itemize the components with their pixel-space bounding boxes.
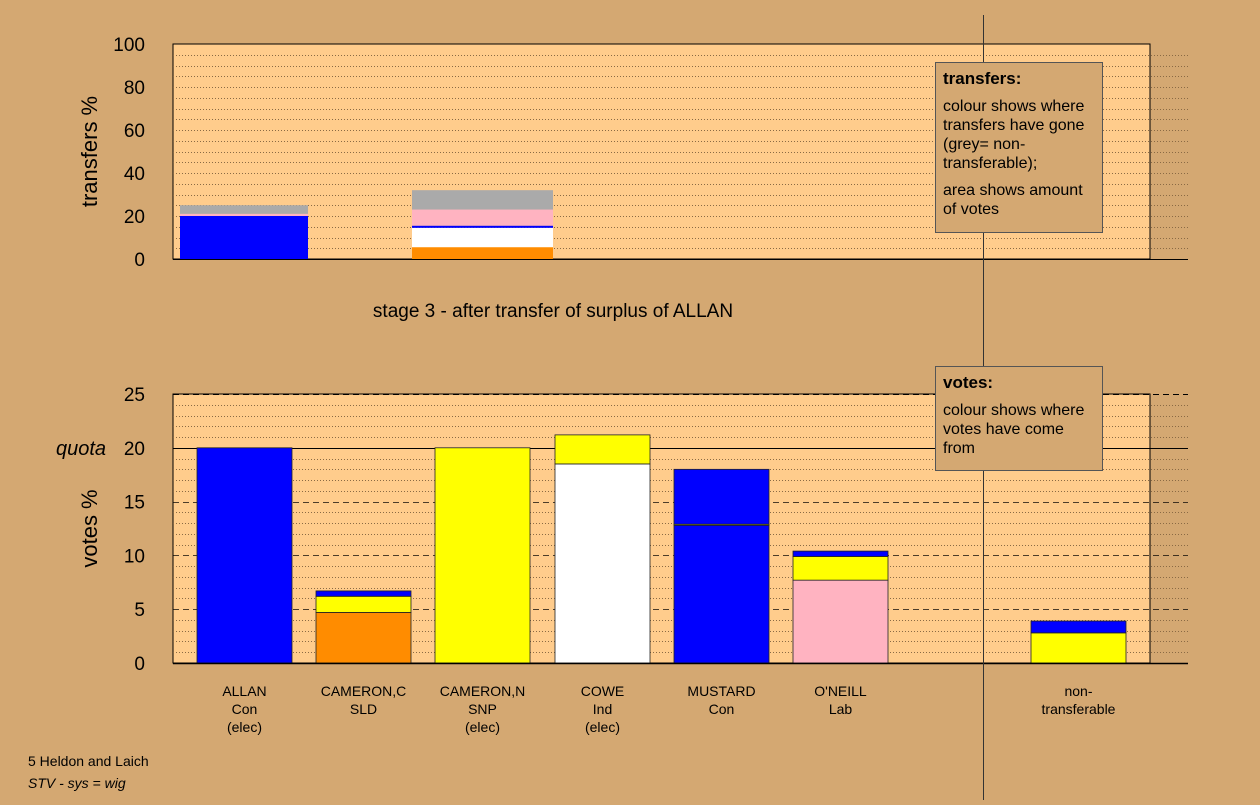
votes-bar-segment — [673, 468, 770, 525]
votes-y-tick-label: 5 — [134, 600, 145, 621]
votes-axis-label: votes % — [77, 489, 102, 567]
votes-bar-segment — [196, 447, 293, 664]
transfers-legend-colour-note: colour shows where transfers have gone (… — [943, 98, 1085, 172]
transfers-bar-segment — [412, 209, 553, 226]
candidate-label: (elec) — [585, 719, 620, 735]
candidate-label: CAMERON,C — [321, 683, 407, 699]
transfers-y-tick-label: 80 — [124, 78, 145, 99]
candidate-label: Lab — [829, 701, 853, 717]
votes-y-tick-label: 0 — [134, 654, 145, 675]
candidate-label: Con — [232, 701, 258, 717]
candidate-label: COWE — [581, 683, 625, 699]
transfers-legend-title: transfers: — [943, 69, 1022, 88]
quota-label: quota — [56, 438, 106, 460]
footer-place: 5 Heldon and Laich — [28, 753, 149, 769]
votes-y-tick-label: 25 — [124, 385, 145, 406]
votes-bar-segment — [1030, 632, 1127, 664]
transfers-y-tick-label: 40 — [124, 164, 145, 185]
votes-bar-segment — [792, 579, 889, 664]
votes-y-tick-label: 20 — [124, 439, 145, 460]
candidate-label: (elec) — [465, 719, 500, 735]
transfers-y-tick-label: 60 — [124, 121, 145, 142]
votes-bar-segment — [434, 447, 531, 664]
stage-title: stage 3 - after transfer of surplus of A… — [373, 301, 733, 322]
votes-bar-segment — [315, 590, 412, 597]
votes-y-tick-label: 15 — [124, 493, 145, 514]
transfers-axis-label: transfers % — [77, 96, 102, 207]
candidate-label: O'NEILL — [814, 683, 867, 699]
transfers-y-tick-label: 100 — [113, 35, 145, 56]
candidate-label: (elec) — [227, 719, 262, 735]
votes-legend-title: votes: — [943, 373, 994, 392]
candidate-label: MUSTARD — [687, 683, 755, 699]
transfers-bar-segment — [412, 247, 553, 259]
transfers-y-tick-label: 20 — [124, 207, 145, 228]
candidate-label: ALLAN — [222, 683, 266, 699]
candidate-label: non- — [1064, 683, 1092, 699]
transfers-bar-segment — [412, 225, 553, 228]
votes-bar-segment — [792, 550, 889, 557]
transfers-legend-area-note: area shows amount of votes — [943, 182, 1083, 218]
candidate-label: CAMERON,N — [440, 683, 526, 699]
votes-bar-segment — [315, 595, 412, 613]
votes-legend-colour-note: colour shows where votes have come from — [943, 402, 1085, 457]
candidate-label: SNP — [468, 701, 497, 717]
transfers-bar-segment — [180, 213, 308, 216]
transfers-bar-segment — [412, 227, 553, 248]
votes-legend: votes: colour shows where votes have com… — [935, 366, 1103, 471]
votes-y-tick-label: 10 — [124, 546, 145, 567]
votes-bar-segment — [792, 556, 889, 581]
votes-bar-segment — [1030, 620, 1127, 634]
transfers-bar-segment — [180, 216, 308, 259]
transfers-bar-segment — [412, 190, 553, 210]
candidate-label: transferable — [1042, 701, 1116, 717]
candidate-label: Ind — [593, 701, 612, 717]
votes-bar-segment — [554, 434, 651, 465]
footer-system: STV - sys = wig — [28, 775, 126, 791]
votes-bar-segment — [554, 463, 651, 664]
transfers-y-tick-label: 0 — [134, 250, 145, 271]
votes-bar-segment — [315, 612, 412, 664]
transfers-legend: transfers: colour shows where transfers … — [935, 62, 1103, 233]
votes-bar-segment — [673, 524, 770, 664]
candidate-label: SLD — [350, 701, 377, 717]
transfers-bar-segment — [180, 205, 308, 214]
candidate-label: Con — [709, 701, 735, 717]
